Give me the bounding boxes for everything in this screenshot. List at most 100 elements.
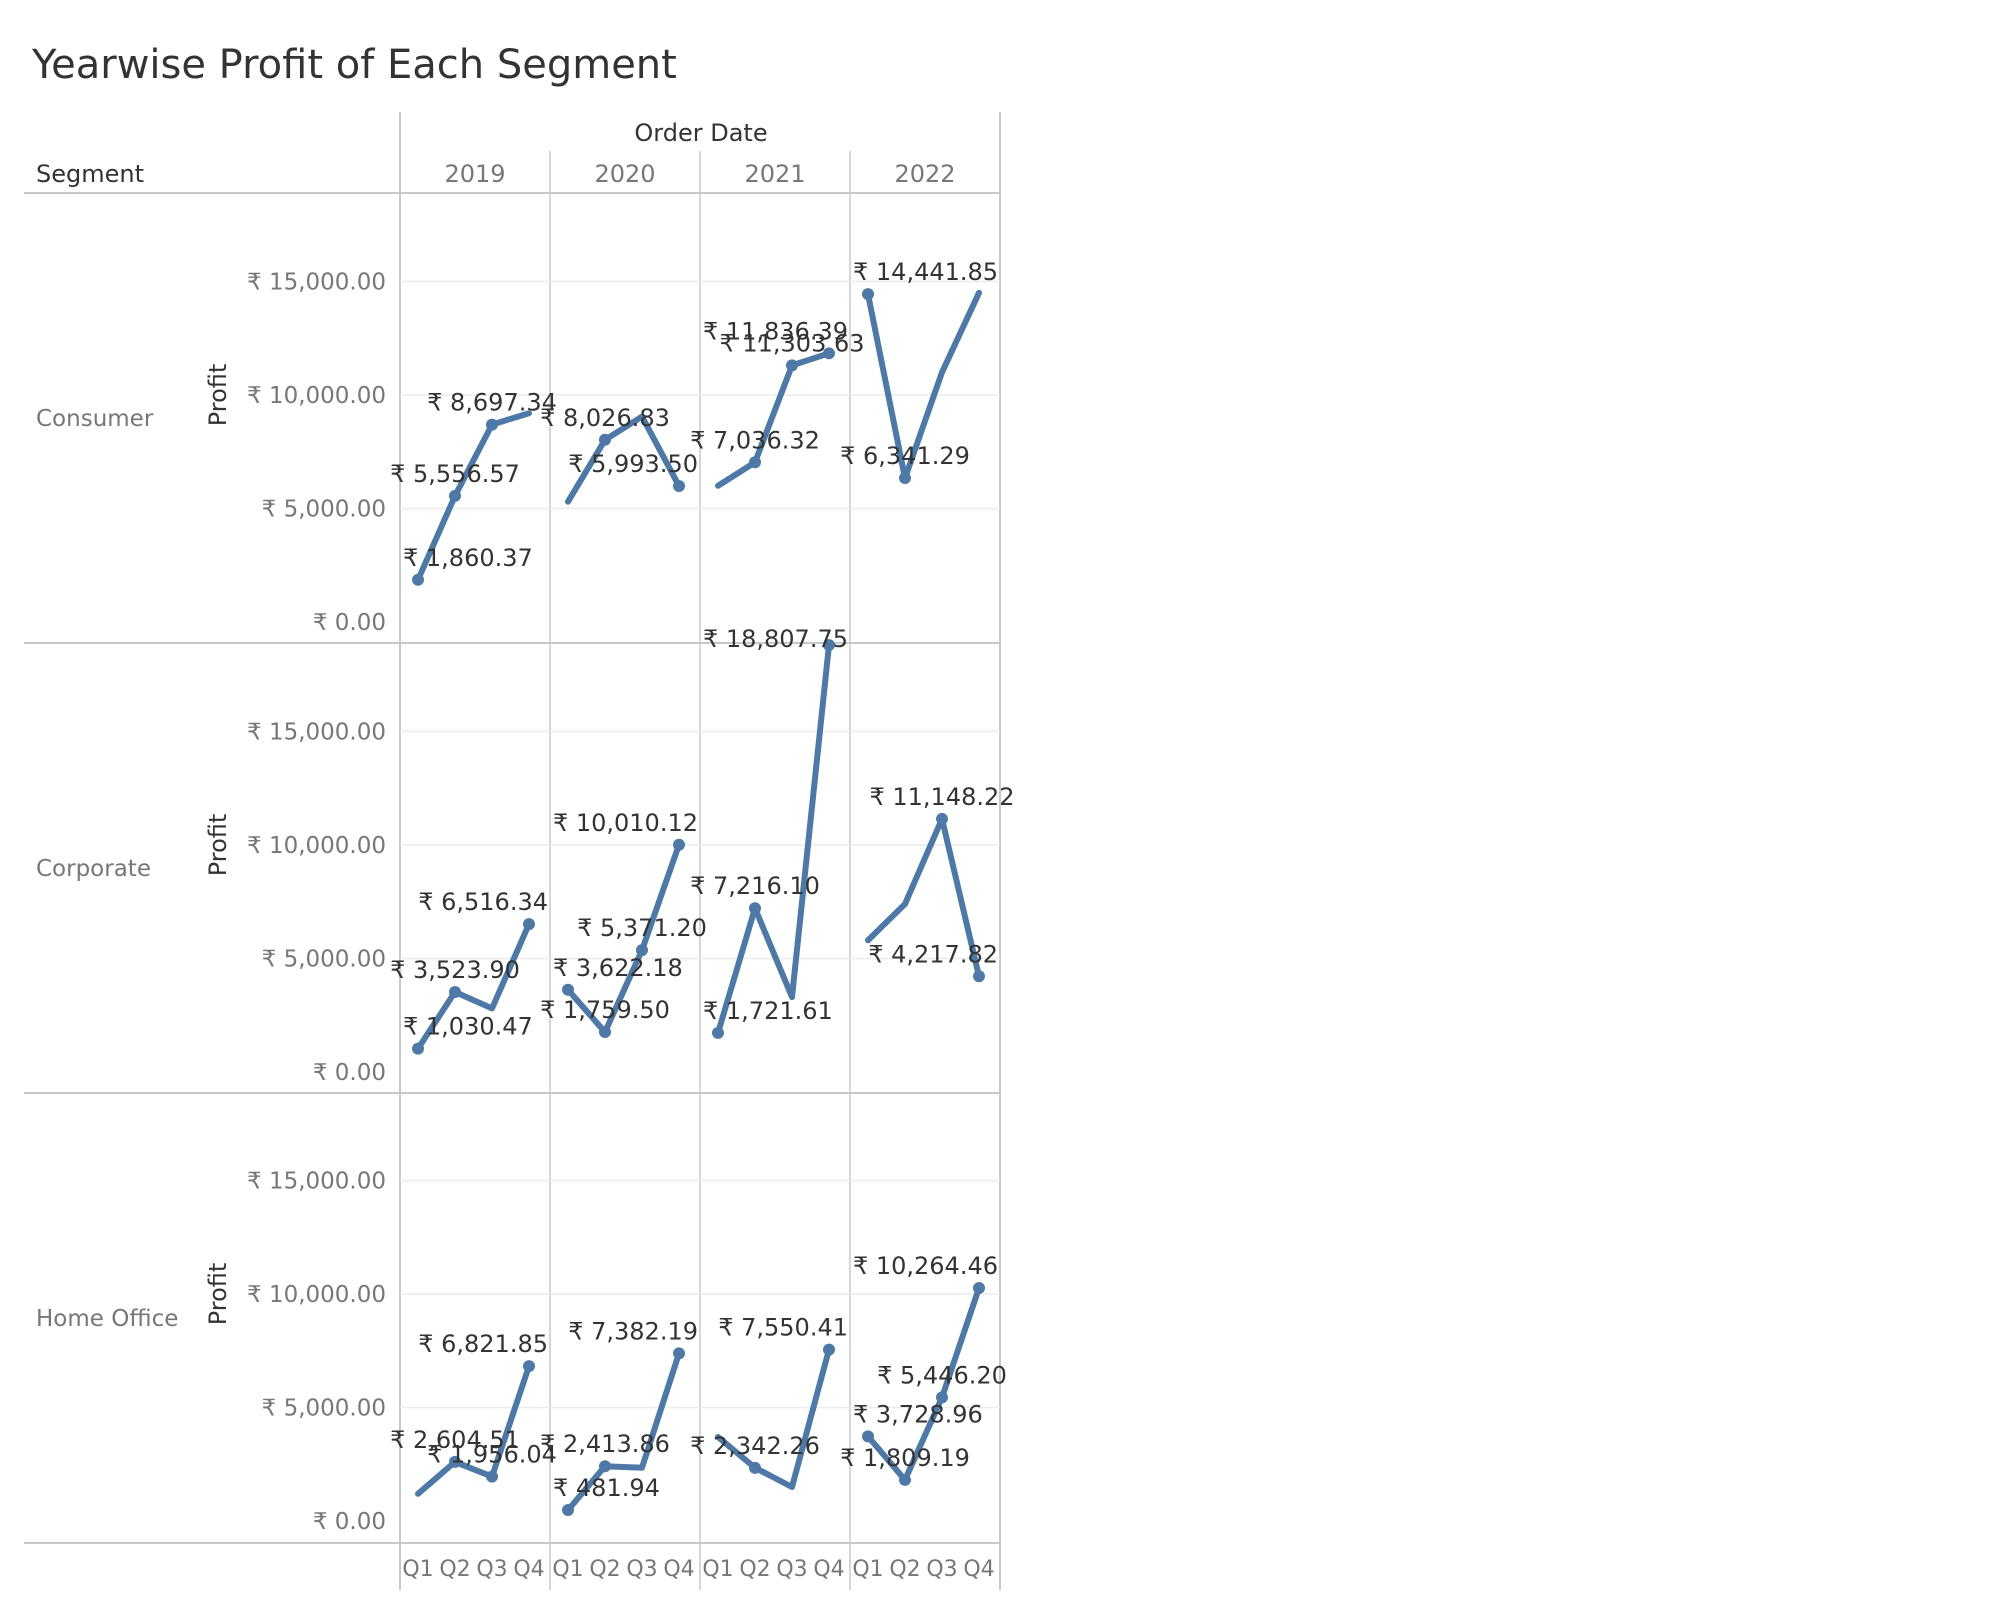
y-tick-label: ₹ 15,000.00 — [247, 1169, 386, 1195]
data-point — [712, 1026, 724, 1039]
data-point — [562, 983, 574, 996]
year-header-2019: 2019 — [444, 160, 505, 188]
data-label: ₹ 1,860.37 — [403, 544, 533, 572]
quarter-tick-label: Q2 — [439, 1557, 470, 1582]
quarter-axis: Q1 Q2 Q3 Q4 Q1 Q2 Q3 Q4 Q1 Q2 Q3 Q4 Q1 Q2 Q3 Q4 — [402, 1557, 994, 1582]
quarter-tick-label: Q2 — [739, 1557, 770, 1582]
data-point — [936, 1391, 948, 1404]
data-point — [562, 1504, 574, 1517]
data-point — [412, 1042, 424, 1055]
year-header-2020: 2020 — [594, 160, 655, 188]
quarter-tick-label: Q3 — [776, 1557, 807, 1582]
quarter-tick-label: Q1 — [402, 1557, 433, 1582]
segment-label: Home Office — [36, 1306, 178, 1332]
data-point — [599, 1460, 611, 1473]
data-label: ₹ 1,721.61 — [703, 997, 833, 1025]
quarter-tick-label: Q3 — [476, 1557, 507, 1582]
data-point — [749, 1461, 761, 1474]
segment-pane-home-office: Home Office Profit ₹ 0.00 ₹ 5,000.00 ₹ 10,00… — [36, 1169, 1007, 1536]
data-point — [449, 489, 461, 502]
data-label: ₹ 5,556.57 — [390, 460, 520, 488]
data-label: ₹ 14,441.85 — [853, 258, 998, 286]
data-point — [673, 479, 685, 492]
data-label: ₹ 1,956.04 — [427, 1441, 557, 1469]
table-frame — [24, 112, 1001, 1590]
data-point — [823, 347, 835, 360]
data-label: ₹ 5,371.20 — [577, 914, 707, 942]
chart-panes: Consumer Profit ₹ 0.00 ₹ 5,000.00 ₹ 10,000.0… — [36, 258, 1015, 1535]
data-label: ₹ 481.94 — [553, 1474, 660, 1502]
data-point — [673, 1347, 685, 1360]
segment-pane-corporate: Corporate Profit ₹ 0.00 ₹ 5,000.00 ₹ 10,000.… — [36, 625, 1015, 1086]
data-label: ₹ 3,523.90 — [390, 956, 520, 984]
data-point — [523, 918, 535, 931]
profit-line-2020 — [565, 1350, 682, 1514]
quarter-tick-label: Q1 — [702, 1557, 733, 1582]
profit-line-2021 — [715, 1346, 832, 1490]
data-label: ₹ 10,264.46 — [853, 1252, 998, 1280]
data-label: ₹ 1,809.19 — [840, 1444, 970, 1472]
y-tick-label: ₹ 0.00 — [313, 1509, 386, 1535]
quarter-tick-label: Q3 — [626, 1557, 657, 1582]
y-tick-label: ₹ 0.00 — [313, 610, 386, 636]
year-header-2021: 2021 — [744, 160, 805, 188]
profit-line-2021 — [715, 642, 832, 1036]
segment-label: Consumer — [36, 406, 154, 432]
year-header-2022: 2022 — [894, 160, 955, 188]
profit-line-2022 — [865, 1285, 982, 1483]
data-label: ₹ 4,217.82 — [868, 940, 998, 968]
data-label: ₹ 7,382.19 — [568, 1317, 698, 1345]
quarter-tick-label: Q2 — [889, 1557, 920, 1582]
data-point — [599, 1026, 611, 1039]
data-label: ₹ 8,026.83 — [540, 404, 670, 432]
y-tick-label: ₹ 5,000.00 — [262, 947, 386, 973]
profit-line-2019 — [415, 921, 532, 1052]
data-label: ₹ 7,036.32 — [690, 426, 820, 454]
chart-title: Yearwise Profit of Each Segment — [31, 42, 677, 88]
data-point — [973, 970, 985, 983]
profit-line-2022 — [865, 815, 982, 980]
data-point — [786, 359, 798, 372]
y-tick-label: ₹ 5,000.00 — [262, 497, 386, 523]
data-label: ₹ 2,342.26 — [690, 1432, 820, 1460]
year-headers: 2019 2020 2021 2022 — [444, 160, 955, 188]
y-axis-title: Profit — [204, 814, 232, 877]
profit-line-2020 — [565, 841, 682, 1036]
profit-line-2019 — [415, 410, 532, 583]
quarter-tick-label: Q3 — [926, 1557, 957, 1582]
y-tick-label: ₹ 15,000.00 — [247, 270, 386, 296]
data-label: ₹ 6,341.29 — [840, 442, 970, 470]
data-point — [486, 418, 498, 431]
data-point — [823, 1343, 835, 1356]
data-point — [523, 1360, 535, 1373]
y-axis-title: Profit — [204, 364, 232, 427]
row-header-segment: Segment — [36, 160, 144, 188]
quarter-tick-label: Q4 — [813, 1557, 844, 1582]
data-point — [973, 1281, 985, 1294]
profit-line-2021 — [715, 350, 832, 489]
data-label: ₹ 2,604.51 — [390, 1426, 520, 1454]
data-label: ₹ 7,550.41 — [718, 1314, 848, 1342]
profit-line-2022 — [865, 289, 982, 482]
data-point — [899, 472, 911, 485]
data-point — [673, 838, 685, 851]
y-tick-label: ₹ 10,000.00 — [247, 1282, 386, 1308]
profit-line-2020 — [565, 413, 682, 505]
quarter-tick-label: Q1 — [552, 1557, 583, 1582]
data-label: ₹ 1,030.47 — [403, 1013, 533, 1041]
data-point — [749, 902, 761, 915]
data-label: ₹ 1,759.50 — [540, 996, 670, 1024]
data-label: ₹ 18,807.75 — [703, 625, 848, 653]
quarter-tick-label: Q1 — [852, 1557, 883, 1582]
data-label: ₹ 6,516.34 — [418, 888, 548, 916]
data-label: ₹ 7,216.10 — [690, 872, 820, 900]
data-label: ₹ 3,728.96 — [853, 1400, 983, 1428]
y-tick-label: ₹ 10,000.00 — [247, 383, 386, 409]
data-point — [749, 456, 761, 469]
data-label: ₹ 10,010.12 — [553, 809, 698, 837]
data-point — [412, 573, 424, 586]
data-label: ₹ 11,148.22 — [869, 783, 1014, 811]
data-label: ₹ 3,622.18 — [553, 954, 683, 982]
data-point — [823, 639, 835, 652]
